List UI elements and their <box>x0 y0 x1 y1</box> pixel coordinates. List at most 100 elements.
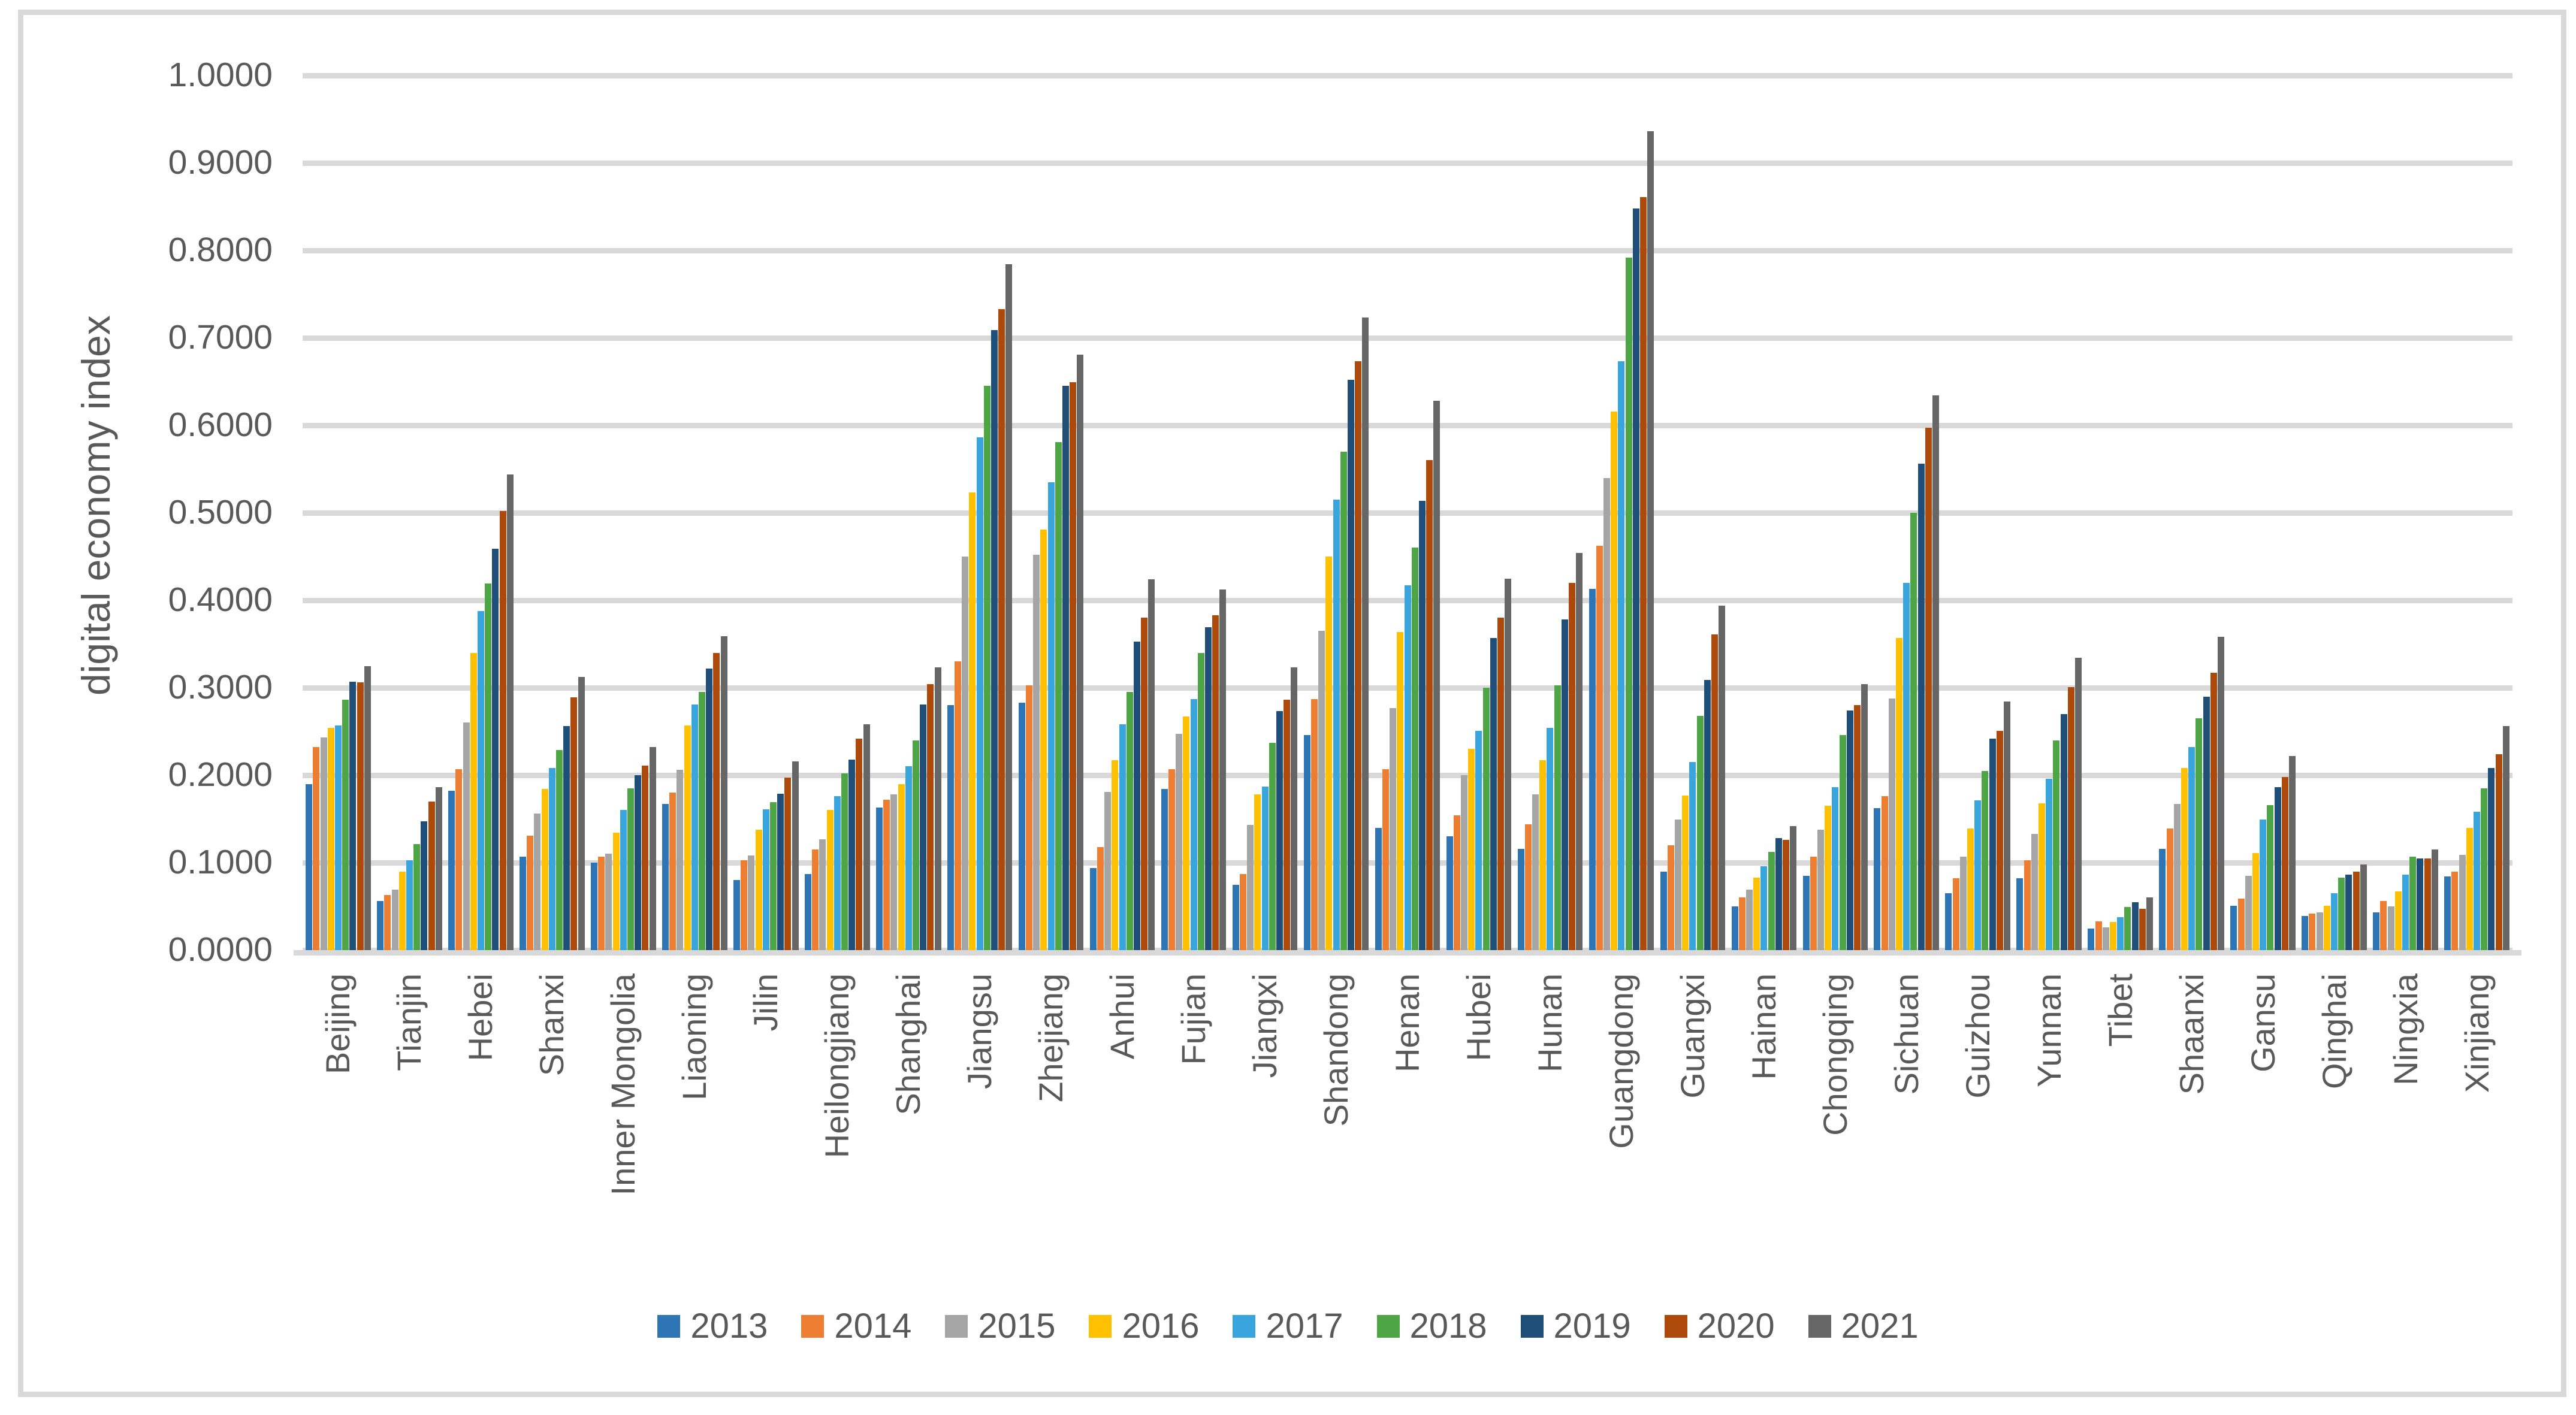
bar-Tianjin-2017 <box>406 860 413 950</box>
bar-Yunnan-2017 <box>2046 778 2053 950</box>
bar-Shanxi-2018 <box>556 749 563 950</box>
bar-Guizhou-2016 <box>1967 829 1974 950</box>
bar-Anhui-2013 <box>1089 867 1097 950</box>
figure-border <box>18 10 2566 1397</box>
bar-Gansu-2018 <box>2267 805 2274 950</box>
bar-Jilin-2015 <box>748 855 755 950</box>
bar-Jiangxi-2017 <box>1261 786 1269 950</box>
bar-Jiangsu-2015 <box>962 557 969 950</box>
bar-Inner Mongolia-2017 <box>620 810 627 950</box>
bar-Shanxi-2020 <box>570 697 578 950</box>
bar-Sichuan-2017 <box>1903 582 1910 950</box>
bar-Inner Mongolia-2021 <box>649 747 656 950</box>
bar-Jiangsu-2014 <box>955 661 962 950</box>
bar-Shanghai-2020 <box>927 684 934 950</box>
x-axis-label-Jiangxi: Jiangxi <box>1246 973 1284 1078</box>
bar-Shanghai-2016 <box>898 784 905 950</box>
bar-Shaanxi-2013 <box>2159 848 2166 950</box>
bar-Gansu-2016 <box>2252 852 2259 950</box>
bar-Liaoning-2015 <box>677 770 684 950</box>
y-axis-tick: 0.6000 <box>168 406 273 444</box>
bar-Xinjiang-2014 <box>2451 871 2459 950</box>
bar-Inner Mongolia-2013 <box>591 863 598 950</box>
bar-Hainan-2021 <box>1790 826 1797 950</box>
bar-Gansu-2020 <box>2281 776 2288 950</box>
x-axis-label-Qinghai: Qinghai <box>2315 973 2353 1090</box>
bar-Jiangxi-2014 <box>1239 873 1246 950</box>
bar-Hubei-2021 <box>1505 578 1512 950</box>
bar-Guangdong-2019 <box>1632 208 1639 950</box>
y-axis-tick: 0.5000 <box>168 493 273 531</box>
bar-Jiangsu-2018 <box>983 386 990 950</box>
bar-Ningxia-2018 <box>2409 856 2417 950</box>
bar-Tibet-2014 <box>2095 921 2102 950</box>
bar-Jiangsu-2013 <box>947 705 954 950</box>
bar-Guangxi-2021 <box>1719 605 1726 950</box>
legend-swatch-2015 <box>945 1315 968 1338</box>
bar-Fujian-2017 <box>1190 699 1197 950</box>
bar-Liaoning-2019 <box>706 668 713 950</box>
bar-Hunan-2014 <box>1524 824 1532 950</box>
bar-Henan-2018 <box>1411 548 1418 950</box>
y-axis-tick: 0.4000 <box>168 580 273 619</box>
bar-Guizhou-2020 <box>1996 730 2003 950</box>
bar-Hubei-2014 <box>1453 815 1460 950</box>
bar-Shanghai-2018 <box>912 740 919 950</box>
bar-Inner Mongolia-2016 <box>612 833 620 950</box>
bar-Shandong-2015 <box>1318 631 1325 950</box>
legend-label-2020: 2020 <box>1697 1307 1775 1346</box>
x-axis-label-Xinjiang: Xinjiang <box>2457 973 2496 1093</box>
bar-Jiangxi-2021 <box>1291 667 1298 950</box>
bar-Yunnan-2013 <box>2016 878 2024 950</box>
bar-Fujian-2019 <box>1204 627 1212 950</box>
gridline-1.0000 <box>303 72 2512 78</box>
x-axis-label-Fujian: Fujian <box>1174 973 1213 1065</box>
legend-item-2017: 2017 <box>1233 1309 1343 1344</box>
legend: 2013 2014 2015 2016 2017 2018 2019 2020 2021 <box>0 1309 2576 1344</box>
legend-swatch-2017 <box>1233 1315 1256 1338</box>
bar-Chongqing-2021 <box>1861 684 1868 950</box>
bar-Liaoning-2018 <box>699 692 706 950</box>
bar-Liaoning-2014 <box>669 793 677 950</box>
bar-Henan-2015 <box>1390 708 1397 950</box>
x-axis-label-Hunan: Hunan <box>1530 973 1569 1073</box>
bar-Zhejiang-2018 <box>1055 442 1062 950</box>
bar-Anhui-2018 <box>1126 692 1133 950</box>
y-axis-tick: 0.1000 <box>168 843 273 881</box>
bar-Zhejiang-2013 <box>1018 702 1025 950</box>
bar-Qinghai-2016 <box>2323 905 2330 950</box>
bar-Shanxi-2016 <box>541 789 548 950</box>
y-axis-tick: 0.7000 <box>168 318 273 356</box>
bar-Guangdong-2015 <box>1603 477 1610 950</box>
legend-swatch-2020 <box>1664 1315 1687 1338</box>
bar-Anhui-2014 <box>1097 846 1104 950</box>
bar-Inner Mongolia-2014 <box>598 856 605 950</box>
legend-item-2016: 2016 <box>1089 1309 1199 1344</box>
bar-Ningxia-2017 <box>2402 875 2409 950</box>
bar-Tianjin-2021 <box>435 787 442 950</box>
bar-Sichuan-2013 <box>1874 808 1881 950</box>
bar-Xinjiang-2015 <box>2459 854 2466 950</box>
x-axis-label-Gansu: Gansu <box>2243 973 2282 1072</box>
bar-Hainan-2013 <box>1731 906 1738 950</box>
bar-Qinghai-2020 <box>2352 871 2360 950</box>
bar-Jilin-2019 <box>777 793 784 950</box>
bar-Shanghai-2017 <box>905 766 912 950</box>
x-axis-label-Liaoning: Liaoning <box>675 973 714 1100</box>
bar-Hebei-2014 <box>455 769 463 950</box>
bar-Guangxi-2014 <box>1667 845 1674 950</box>
bar-Liaoning-2021 <box>720 636 727 950</box>
legend-swatch-2016 <box>1089 1315 1112 1338</box>
bar-Hunan-2020 <box>1569 582 1576 950</box>
bar-Hebei-2020 <box>499 511 506 950</box>
legend-label-2015: 2015 <box>978 1307 1056 1346</box>
x-axis-label-Anhui: Anhui <box>1103 973 1141 1060</box>
bar-Guizhou-2013 <box>1945 893 1952 950</box>
bar-Henan-2014 <box>1382 769 1389 950</box>
bar-Shandong-2017 <box>1333 500 1340 950</box>
bar-Shaanxi-2018 <box>2196 718 2203 950</box>
bar-Chongqing-2016 <box>1825 806 1832 950</box>
bar-Jiangsu-2019 <box>991 329 998 950</box>
bar-Heilongjiang-2013 <box>804 873 811 950</box>
